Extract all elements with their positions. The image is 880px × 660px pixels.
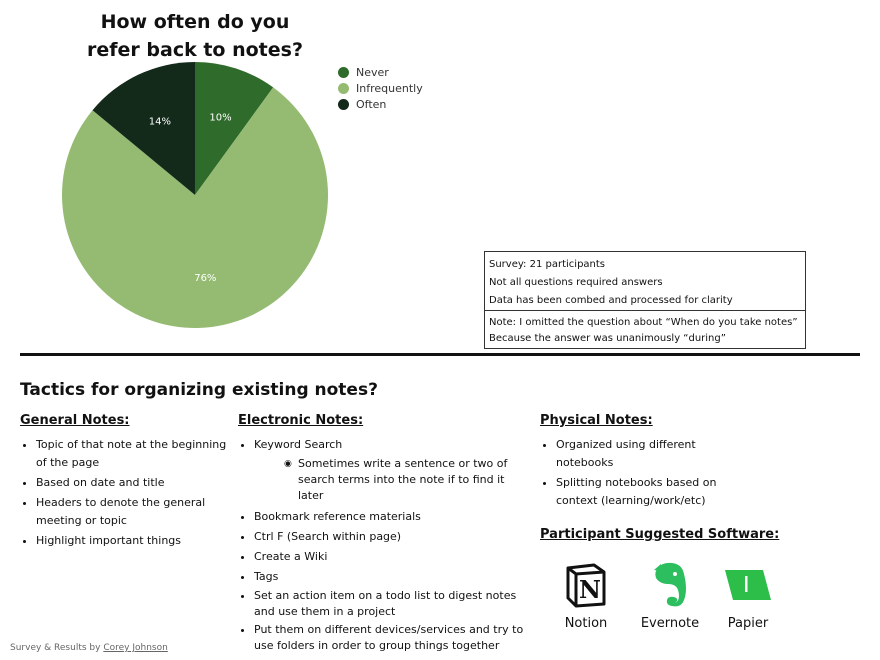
slice-often-label: 14%: [149, 116, 171, 127]
footer-credit: Survey & Results by Corey Johnson: [10, 643, 168, 653]
legend-label-never: Never: [356, 65, 389, 79]
physical-notes-list: Organized using different notebooks Spli…: [540, 436, 730, 510]
legend-swatch-often: [338, 98, 349, 110]
survey-info: Survey: 21 participants Not all question…: [485, 252, 805, 311]
legend-swatch-never: [338, 66, 349, 78]
list-item: Set an action item on a todo list to dig…: [254, 588, 528, 620]
electronic-notes-heading: Electronic Notes:: [238, 413, 364, 428]
survey-processing-note: Data has been combed and processed for c…: [489, 295, 733, 306]
list-item: Topic of that note at the beginning of t…: [36, 436, 230, 472]
legend-item-infrequently: Infrequently: [338, 80, 423, 96]
slice-never-label: 10%: [209, 113, 231, 124]
list-item: Bookmark reference materials: [254, 508, 528, 526]
general-notes-heading: General Notes:: [20, 413, 130, 428]
general-notes-column: General Notes: Topic of that note at the…: [20, 412, 230, 552]
slice-often: [92, 62, 195, 195]
omitted-note-line1: Note: I omitted the question about “When…: [489, 317, 798, 328]
svg-text:N: N: [579, 575, 601, 604]
pie-chart: 10% 76% 14%: [62, 62, 329, 328]
chart-legend: Never Infrequently Often: [338, 64, 423, 112]
list-item: Splitting notebooks based on context (le…: [556, 474, 730, 510]
legend-item-often: Often: [338, 96, 423, 112]
footer-prefix: Survey & Results by: [10, 643, 101, 653]
software-heading: Participant Suggested Software:: [540, 527, 780, 542]
omitted-note-line2: Because the answer was unanimously “duri…: [489, 333, 726, 344]
slice-infrequently-label: 76%: [194, 273, 216, 284]
app-papier: Papier: [720, 560, 776, 631]
tactics-title: Tactics for organizing existing notes?: [20, 380, 378, 400]
app-notion: N Notion: [556, 560, 616, 631]
sub-list-item: Sometimes write a sentence or two of sea…: [284, 456, 528, 504]
list-item: Create a Wiki: [254, 548, 528, 566]
legend-swatch-infrequently: [338, 82, 349, 94]
list-item: Headers to denote the general meeting or…: [36, 494, 230, 530]
survey-notes-box: Survey: 21 participants Not all question…: [484, 251, 806, 349]
legend-item-never: Never: [338, 64, 423, 80]
app-label: Evernote: [640, 616, 700, 631]
app-label: Papier: [727, 616, 769, 631]
author-link[interactable]: Corey Johnson: [103, 643, 168, 653]
list-item: Highlight important things: [36, 532, 230, 550]
section-divider: [20, 353, 860, 356]
evernote-icon: [645, 560, 695, 610]
omitted-question-note: Note: I omitted the question about “When…: [485, 311, 805, 347]
legend-label-often: Often: [356, 97, 387, 111]
physical-notes-column: Physical Notes: Organized using differen…: [540, 412, 730, 512]
slice-never: [195, 62, 274, 195]
general-notes-list: Topic of that note at the beginning of t…: [20, 436, 230, 550]
slice-infrequently: [62, 87, 329, 328]
physical-notes-heading: Physical Notes:: [540, 413, 653, 428]
electronic-notes-list: Keyword Search Sometimes write a sentenc…: [238, 436, 528, 654]
electronic-notes-column: Electronic Notes: Keyword Search Sometim…: [238, 412, 528, 656]
survey-answers-note: Not all questions required answers: [489, 277, 663, 288]
survey-participants: Survey: 21 participants: [489, 259, 606, 270]
notion-icon: N: [561, 560, 611, 610]
chart-title: How often do you refer back to notes?: [87, 11, 303, 61]
app-label: Notion: [564, 616, 608, 631]
list-item: Based on date and title: [36, 474, 230, 492]
legend-label-infrequently: Infrequently: [356, 81, 423, 95]
papier-icon: [723, 560, 773, 610]
list-item: Keyword Search: [254, 436, 528, 454]
list-item: Tags: [254, 568, 528, 586]
list-item: Put them on different devices/services a…: [254, 622, 528, 654]
list-item: Ctrl F (Search within page): [254, 528, 528, 546]
list-item: Organized using different notebooks: [556, 436, 730, 472]
app-evernote: Evernote: [638, 560, 702, 631]
